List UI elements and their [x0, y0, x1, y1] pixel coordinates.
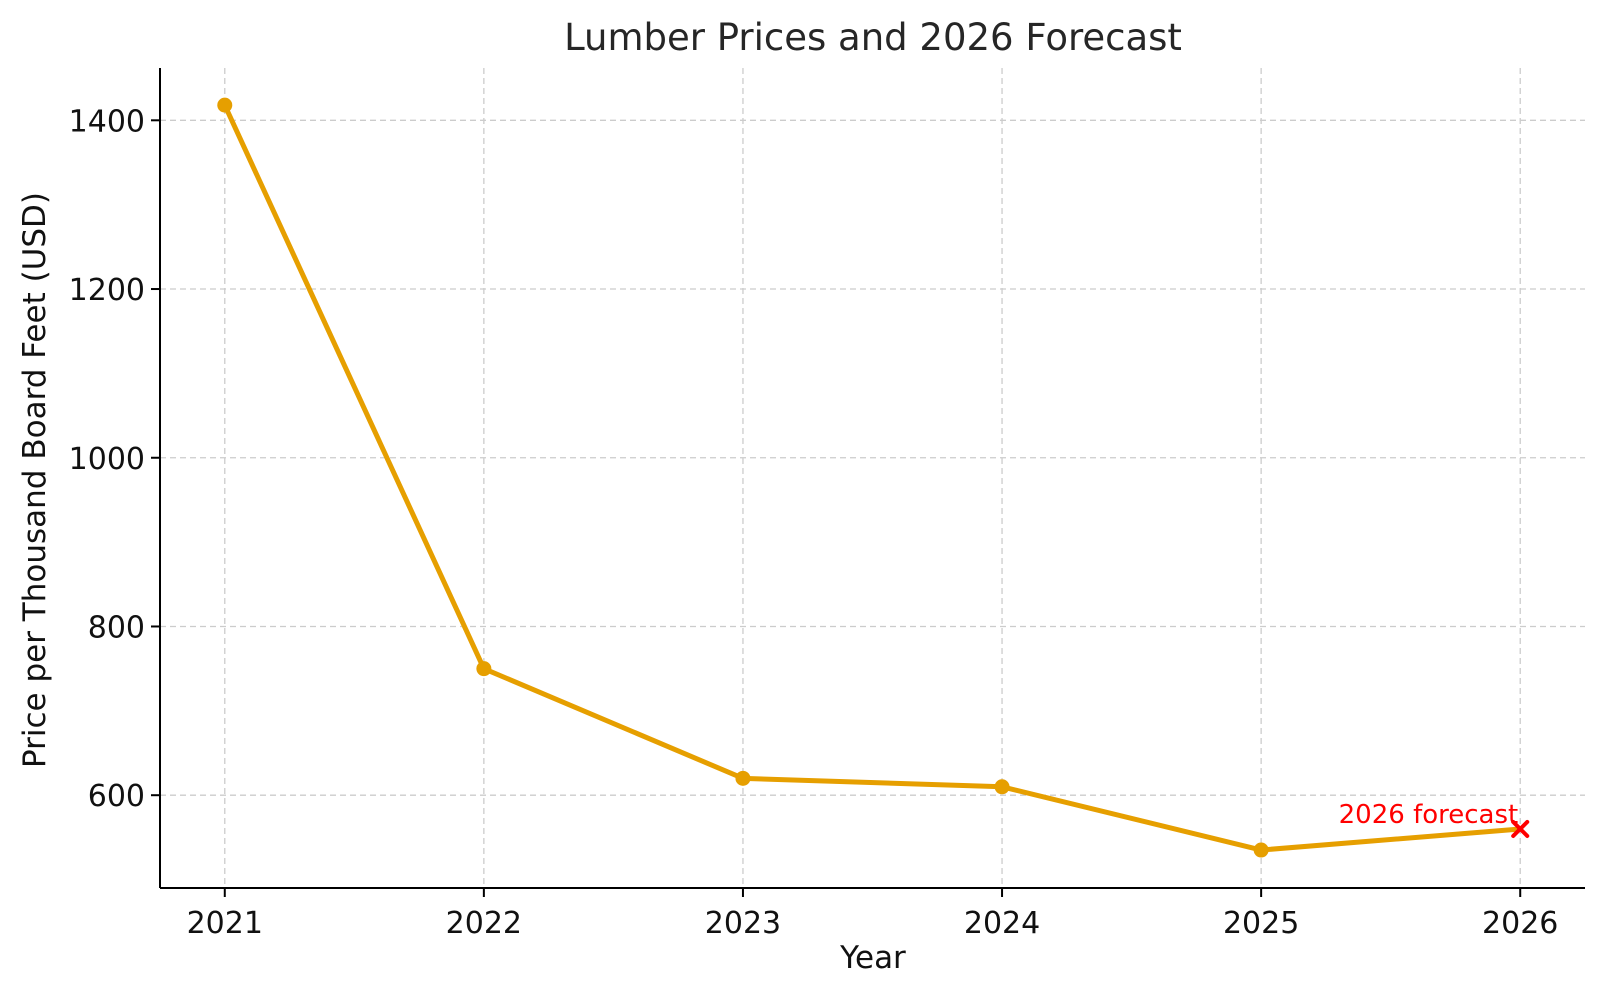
grid: [160, 68, 1585, 888]
series-line-0: [222, 102, 1523, 853]
y-tick-label-800: 800: [88, 610, 145, 645]
data-point-2021: [217, 97, 233, 113]
x-tick-label-2021: 2021: [187, 906, 263, 941]
data-point-2025: [1253, 842, 1269, 858]
forecast-marker-stroke-b: [1511, 819, 1530, 838]
y-tick-label-1400: 1400: [69, 104, 145, 139]
annotation-0: 2026 forecast: [1339, 800, 1519, 830]
x-tick-label-2026: 2026: [1482, 906, 1558, 941]
x-tick-label-2024: 2024: [964, 906, 1040, 941]
y-axis-label: Price per Thousand Board Feet (USD): [17, 192, 53, 768]
x-tick-label-2025: 2025: [1223, 906, 1299, 941]
y-axis-ticks: 600 800 1000 1200 1400: [69, 104, 160, 814]
y-tick-label-1000: 1000: [69, 442, 145, 477]
data-point-2024: [994, 779, 1010, 795]
x-tick-label-2023: 2023: [705, 906, 781, 941]
annotations: 2026 forecast: [1339, 800, 1519, 830]
x-axis-ticks: 2021 2022 2023 2024 2025 2026: [187, 888, 1558, 941]
x-axis-label: Year: [839, 940, 906, 976]
y-tick-label-600: 600: [88, 779, 145, 814]
data-point-2023: [735, 770, 751, 786]
axes: [159, 68, 1585, 889]
forecast-marker: [1511, 819, 1530, 838]
chart-title: Lumber Prices and 2026 Forecast: [564, 16, 1182, 59]
x-tick-label-2022: 2022: [446, 906, 522, 941]
y-tick-label-1200: 1200: [69, 273, 145, 308]
series-group: [217, 97, 1530, 858]
data-point-2022: [476, 661, 492, 677]
